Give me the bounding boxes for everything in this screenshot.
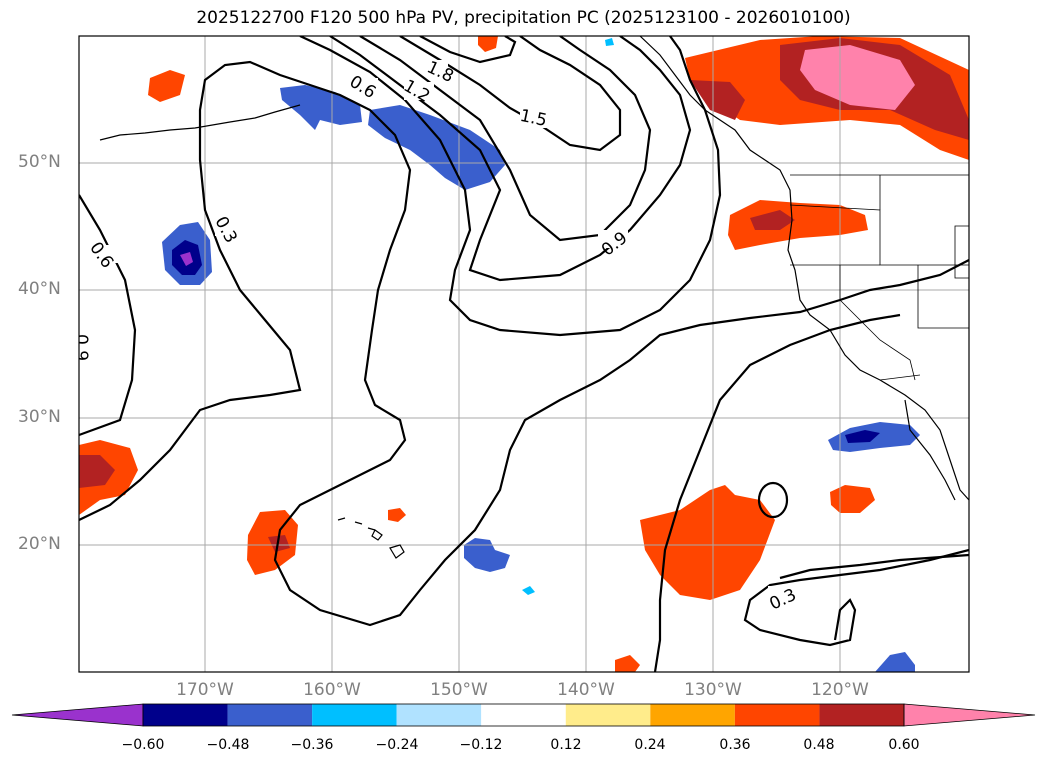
colorbar-segment: [143, 704, 228, 726]
lat-label-40n: 40°N: [18, 279, 61, 299]
lat-label-50n: 50°N: [18, 152, 61, 172]
map-canvas: 1.8 1.2 0.6 1.5 0.9 0.3 0.6 0.9 0.3: [71, 35, 970, 673]
lat-label-30n: 30°N: [18, 407, 61, 427]
lon-label-170w: 170°W: [176, 680, 234, 700]
lon-label-130w: 130°W: [684, 680, 742, 700]
colorbar-tick: −0.60: [121, 737, 165, 753]
colorbar-segment: [734, 704, 820, 726]
colorbar-segments: [11, 703, 1036, 727]
map-title: 2025122700 F120 500 hPa PV, precipitatio…: [196, 8, 851, 28]
colorbar-tick: 0.48: [803, 737, 835, 753]
pv-contours: [79, 36, 969, 672]
colorbar-extend-low: [11, 703, 144, 727]
colorbar: [11, 703, 1036, 727]
lat-label-20n: 20°N: [18, 534, 61, 554]
colorbar-tick: −0.48: [206, 737, 250, 753]
colorbar-segment: [481, 704, 566, 726]
lon-label-160w: 160°W: [303, 680, 361, 700]
colorbar-tick: 0.60: [888, 737, 920, 753]
colorbar-segment: [565, 704, 651, 726]
map-background: [79, 36, 969, 672]
gridlines: [79, 36, 969, 672]
colorbar-tick: −0.24: [375, 737, 419, 753]
colorbar-segment: [819, 704, 904, 726]
lon-label-140w: 140°W: [557, 680, 615, 700]
colorbar-tick: −0.12: [459, 737, 503, 753]
colorbar-tick: 0.24: [634, 737, 666, 753]
contour-label: 0.9: [71, 334, 91, 361]
colorbar-tick: 0.36: [719, 737, 751, 753]
map-frame: [78, 35, 970, 673]
positive-precip-shading: [79, 36, 969, 672]
colorbar-frame: [142, 703, 905, 727]
lon-label-120w: 120°W: [811, 680, 869, 700]
political-borders: [789, 174, 969, 381]
colorbar-segment: [227, 704, 313, 726]
coastlines: [99, 36, 969, 559]
colorbar-tick: 0.12: [550, 737, 582, 753]
colorbar-extend-high: [903, 703, 1036, 727]
colorbar-segment: [396, 704, 482, 726]
colorbar-segment: [650, 704, 735, 726]
colorbar-segment: [312, 704, 397, 726]
colorbar-tick: −0.36: [290, 737, 334, 753]
lon-label-150w: 150°W: [430, 680, 488, 700]
